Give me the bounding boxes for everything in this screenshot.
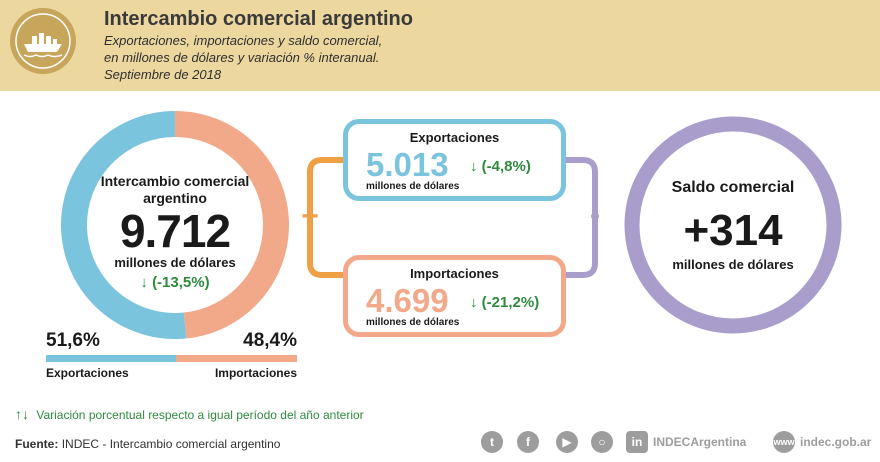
globe-icon: www [773,431,795,453]
arrow-down-icon: ↓ [470,294,478,311]
imports-box-title: Importaciones [410,266,499,281]
social-handle[interactable]: INDECArgentina [653,435,747,449]
plus-operator: + [301,200,319,233]
instagram-icon[interactable]: ○ [591,431,613,453]
donut-unit: millones de dólares [114,255,236,270]
imports-box-value: 4.699 [366,282,449,319]
ship-icon [10,8,76,74]
donut-total-value: 9.712 [119,205,231,257]
exports-box: Exportaciones 5.013 millones de dólares … [343,119,566,201]
donut-label-line-2: argentino [143,190,207,206]
facebook-icon[interactable]: f [517,431,539,453]
subtitle-line-1: Exportaciones, importaciones y saldo com… [104,33,383,48]
minus-operator: - [590,198,600,231]
arrow-down-icon: ↓ [470,158,478,175]
exports-share-bar [46,355,176,362]
donut-variation-value: (-13,5%) [152,274,210,291]
donut-label-line-1: Intercambio comercial [100,173,250,189]
exports-box-variation-value: (-4,8%) [481,158,531,175]
website-link[interactable]: indec.gob.ar [800,435,872,449]
source-label: Fuente: [15,437,59,451]
balance-title: Saldo comercial [671,179,795,196]
donut-variation: ↓ (-13,5%) [90,274,260,291]
page-title: Intercambio comercial argentino [104,8,413,30]
subtitle-line-3: Septiembre de 2018 [104,67,222,82]
exports-box-value: 5.013 [366,146,449,183]
arrows-up-down-icon: ↑↓ [15,406,29,422]
subtitle-line-2: en millones de dólares y variación % int… [104,50,380,65]
balance-value: +314 [683,206,783,255]
variation-legend: ↑↓ Variación porcentual respecto a igual… [15,406,364,422]
variation-legend-text: Variación porcentual respecto a igual pe… [36,408,364,422]
exports-share-label: 51,6% [46,330,100,351]
header-banner: Intercambio comercial argentino Exportac… [0,0,880,91]
source-line: Fuente: INDEC - Intercambio comercial ar… [15,437,280,451]
source-text: INDEC - Intercambio comercial argentino [61,437,281,451]
linkedin-icon[interactable]: in [626,431,648,453]
imports-share-label: 48,4% [243,330,297,351]
imports-box-variation-value: (-21,2%) [481,294,540,311]
exports-box-variation: ↓ (-4,8%) [470,158,531,175]
imports-box: Importaciones 4.699 millones de dólares … [343,255,566,337]
imports-share-bar [175,355,297,362]
imports-box-unit: millones de dólares [366,317,460,328]
exports-box-unit: millones de dólares [366,181,460,192]
imports-box-variation: ↓ (-21,2%) [470,294,539,311]
exports-box-title: Exportaciones [409,130,500,145]
balance-unit: millones de dólares [672,257,794,272]
imports-share-caption: Importaciones [214,366,297,380]
exports-share-caption: Exportaciones [46,366,129,380]
twitter-icon[interactable]: t [481,431,503,453]
arrow-down-icon: ↓ [140,274,148,291]
youtube-icon[interactable]: ▶ [556,431,578,453]
